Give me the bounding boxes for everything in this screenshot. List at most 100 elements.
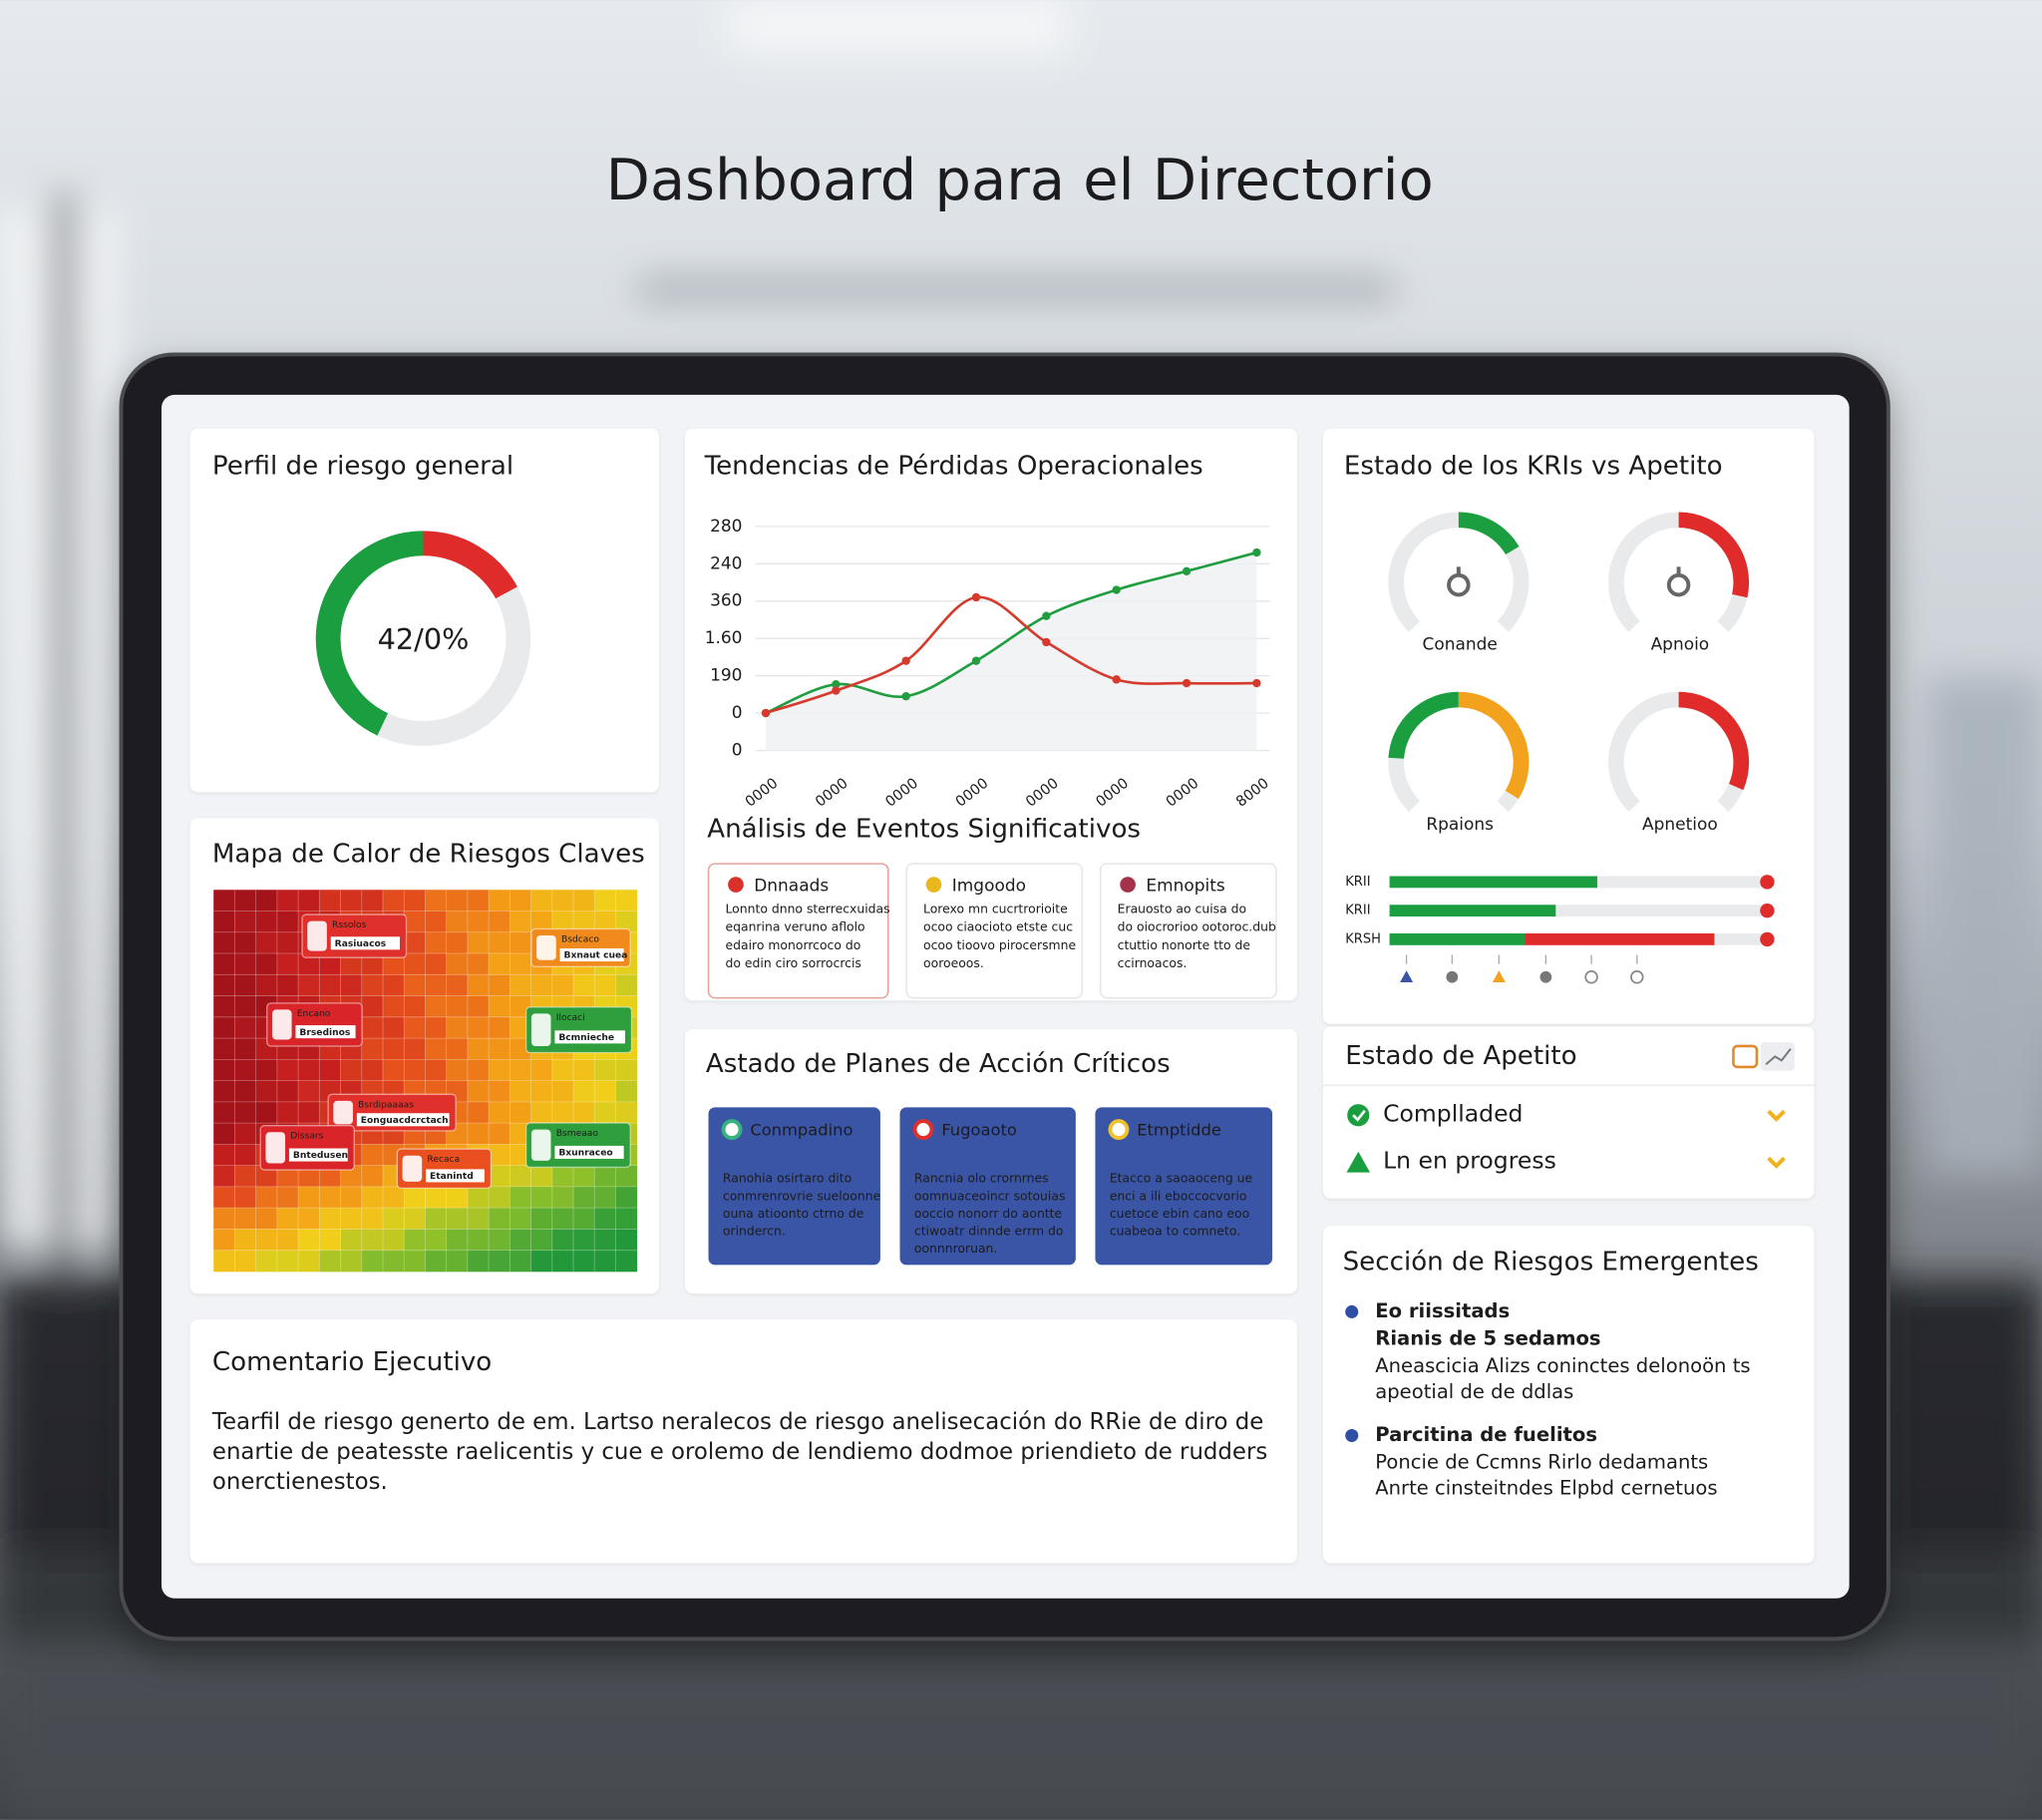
heat-cell [404, 1186, 426, 1209]
heat-cell [404, 1016, 426, 1039]
heat-label-text: Brsedinos [299, 1028, 350, 1038]
heat-cell [594, 1229, 616, 1252]
heat-cell [213, 1080, 235, 1103]
status-icon [1347, 1104, 1370, 1127]
heat-cell [467, 1080, 490, 1103]
heat-cell [446, 910, 469, 933]
heat-cell [383, 1038, 405, 1060]
heat-cell [489, 1059, 510, 1081]
heat-cell [467, 1016, 490, 1039]
heat-label-title: Bsdcaco [561, 934, 599, 944]
heat-cell [383, 890, 405, 911]
y-tick-label: 1.60 [705, 628, 743, 648]
heat-cell [404, 890, 426, 911]
y-tick-label: 280 [710, 517, 742, 537]
heat-cell [573, 1059, 595, 1081]
heat-cell [510, 974, 531, 996]
heat-cell [594, 1250, 616, 1273]
heat-cell [255, 1229, 278, 1252]
heat-cell [467, 953, 490, 975]
line-point [1252, 678, 1261, 688]
bullet [1345, 1304, 1359, 1318]
kri-bar-label: KRSH [1345, 931, 1381, 946]
gauge-segment [1717, 593, 1748, 632]
heat-cell [276, 1165, 299, 1188]
heat-cell [446, 1059, 469, 1081]
heat-cell [383, 1059, 405, 1081]
heat-cell [276, 1080, 299, 1103]
action-text: orindercn. [723, 1224, 786, 1239]
heat-label-text: Bcmnieche [558, 1033, 614, 1043]
line-point [901, 692, 910, 701]
heat-label-field [330, 936, 400, 950]
heat-cell [234, 1144, 257, 1167]
heat-cell [530, 1229, 553, 1252]
heat-cell [446, 974, 469, 996]
heat-cell [615, 890, 638, 911]
event-text: edairo monorrcoco do [726, 937, 861, 952]
heat-cell [255, 953, 278, 975]
heat-cell [489, 1208, 510, 1230]
heat-cell [255, 1186, 278, 1209]
heat-label-icon [530, 1129, 551, 1161]
gauge-segment [1388, 691, 1460, 760]
y-tick-label: 190 [710, 666, 742, 686]
heat-cell [530, 1165, 553, 1188]
heat-cell [404, 1038, 426, 1060]
heat-cell [404, 995, 426, 1018]
event-title: Imgoodo [952, 876, 1026, 896]
event-text: Erauosto ao cuisa do [1118, 901, 1246, 915]
gauge-segment [1497, 790, 1519, 813]
heat-cell [425, 931, 448, 954]
heat-cell [551, 1250, 574, 1273]
heat-cell [510, 1250, 531, 1273]
line-point [832, 680, 841, 689]
heat-cell [594, 1165, 616, 1188]
comment-text: Tearfil de riesgo generto de em. Lartso … [211, 1409, 1263, 1435]
panel-title: Comentario Ejecutivo [212, 1347, 492, 1377]
heat-cell [255, 1165, 278, 1188]
heat-cell [319, 974, 341, 996]
heat-cell [467, 910, 490, 933]
panel [1323, 1026, 1815, 1199]
kri-bar-segment [1389, 933, 1526, 945]
line-point [832, 686, 841, 695]
panel [189, 1319, 1297, 1564]
heat-cell [573, 1186, 595, 1209]
action-text: cuetoce ebin cano eoo [1110, 1206, 1249, 1221]
heat-cell [234, 953, 257, 975]
heat-cell [213, 1208, 235, 1230]
heat-cell [446, 995, 469, 1018]
status-icon [1346, 1151, 1371, 1173]
heat-label-title: Dissars [290, 1132, 323, 1142]
heat-cell [234, 995, 257, 1018]
heat-cell [213, 1250, 235, 1273]
heat-cell [361, 995, 384, 1018]
heat-cell [361, 1038, 384, 1060]
heat-cell [404, 1250, 426, 1273]
heat-label-field [559, 948, 624, 962]
heat-label-icon [271, 1009, 292, 1040]
heat-cell [298, 1229, 320, 1252]
event-title: Dnnaads [754, 876, 829, 896]
gauge-segment [1497, 546, 1530, 632]
heat-label-text: Bntedusen [293, 1151, 348, 1161]
gauge-label: Apnetioo [1642, 815, 1718, 835]
panel-title: Análisis de Eventos Significativos [707, 815, 1141, 845]
heat-cell [530, 1186, 553, 1209]
heat-cell [276, 1208, 299, 1230]
heat-cell [234, 1208, 257, 1230]
heat-cell [298, 1250, 320, 1273]
heat-cell [404, 953, 426, 975]
action-text: enci a ili eboccocvorio [1110, 1188, 1247, 1203]
heat-cell [361, 1250, 384, 1273]
heat-cell [551, 1101, 574, 1124]
heat-cell [404, 1229, 426, 1252]
heat-cell [213, 931, 235, 954]
heat-cell [319, 1208, 341, 1230]
heat-cell [446, 1016, 469, 1039]
heat-cell [551, 1186, 574, 1209]
heat-cell [489, 1080, 510, 1103]
heat-cell [425, 953, 448, 975]
gauge-label: Rpaions [1426, 815, 1494, 835]
